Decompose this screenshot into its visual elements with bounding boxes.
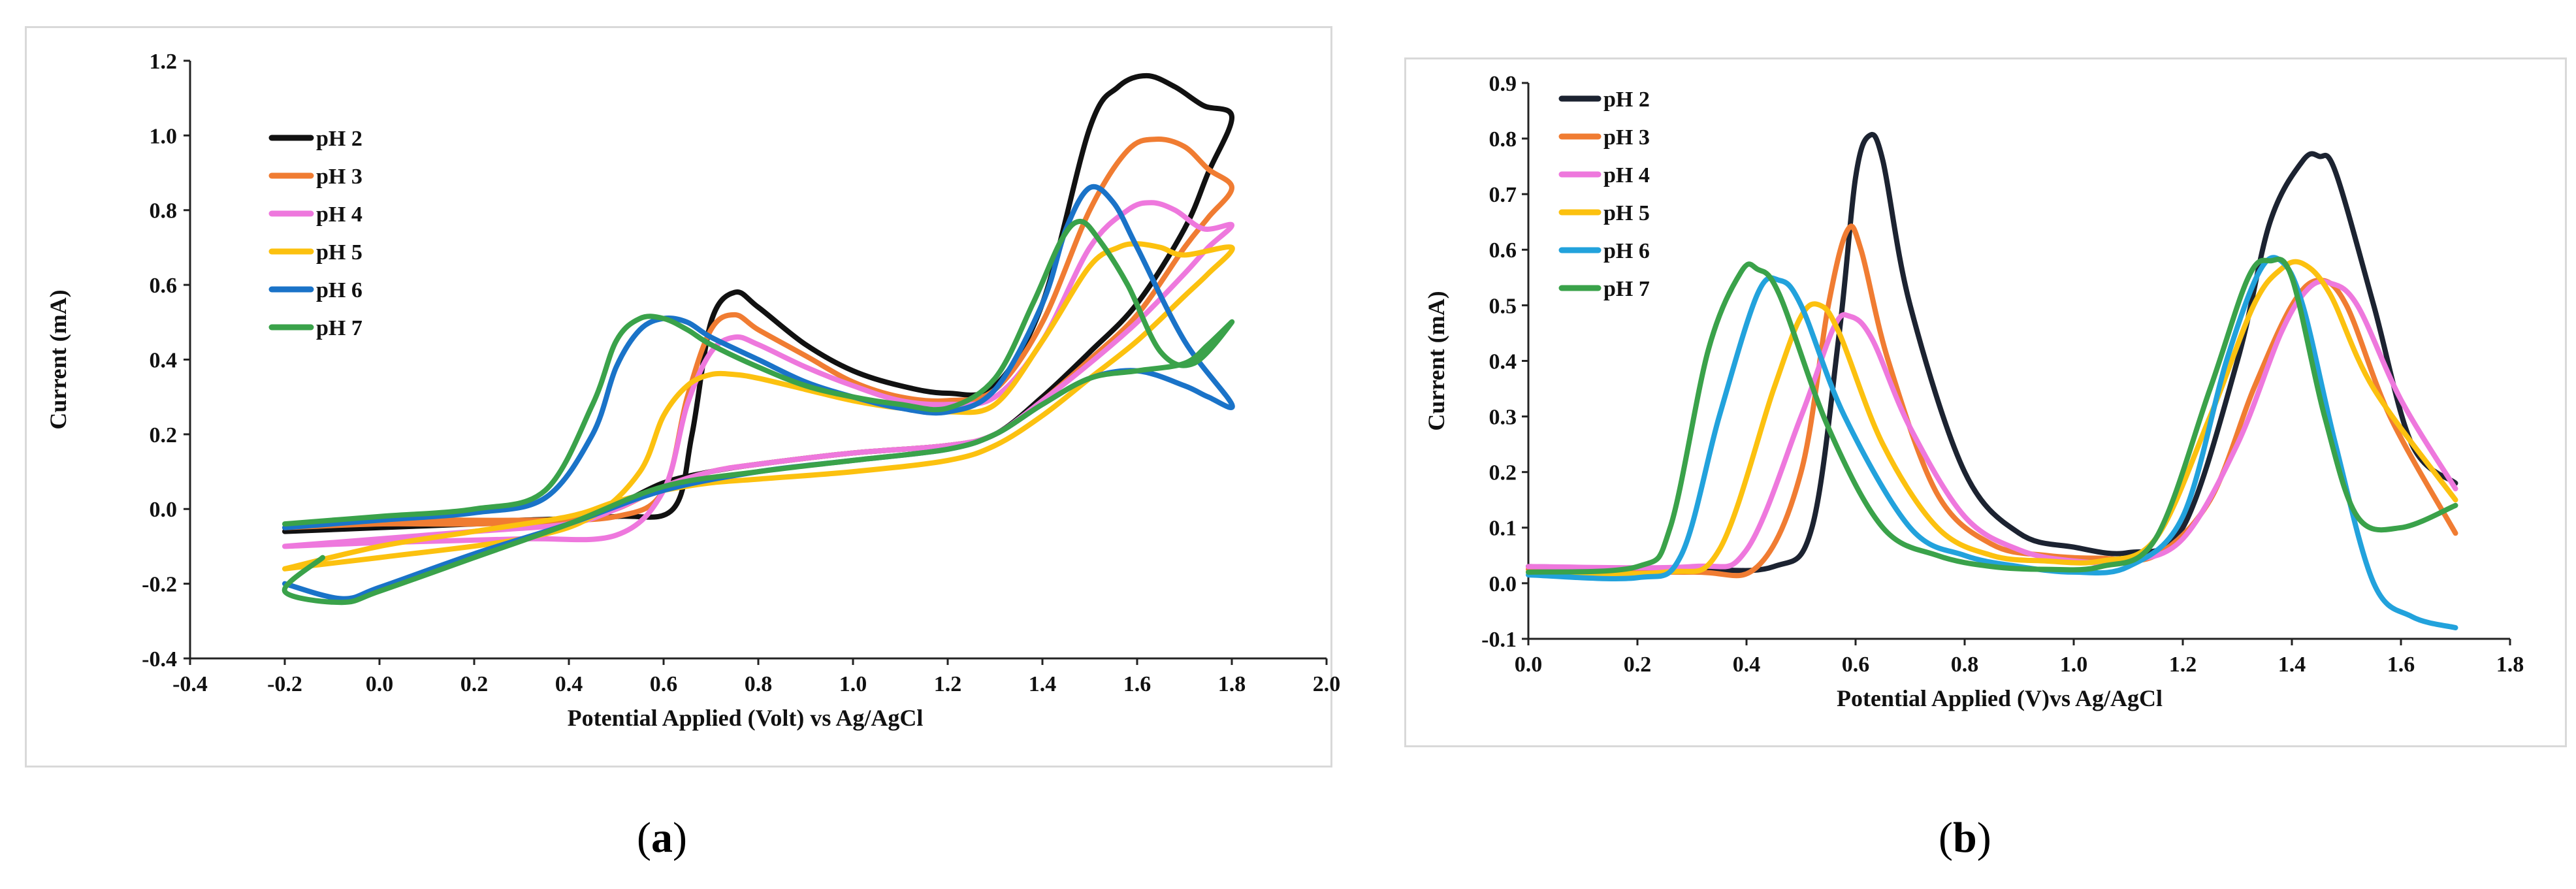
x-axis-label: Potential Applied (V)vs Ag/AgCl [1837, 685, 2163, 711]
legend-label: pH 2 [1603, 88, 1650, 112]
y-tick-label: 0.5 [1489, 294, 1517, 318]
y-tick-label: 0.8 [1489, 127, 1517, 152]
y-axis-label: Current (mA) [1423, 291, 1449, 430]
chart-panel-a: -0.4 -0.2 0.0 0.2 0.4 0.6 0.8 1.0 1.2 -0.4 -0.2 0.0… [25, 26, 1340, 768]
y-axis-label: Current (mA) [45, 289, 71, 429]
x-tick-label: 1.0 [839, 672, 867, 696]
x-tick-label: 1.6 [1123, 672, 1151, 696]
x-tick-label: 0.0 [1515, 653, 1543, 677]
legend-label: pH 6 [1603, 239, 1650, 263]
x-tick-label: 0.4 [555, 672, 583, 696]
y-tick-label: 0.2 [1489, 461, 1517, 485]
y-tick-label: 0.8 [150, 199, 178, 223]
series-line-ph-3 [1526, 223, 2458, 579]
x-tick-label: 0.0 [366, 672, 394, 696]
legend-label: pH 5 [316, 240, 362, 265]
series-line-ph-4 [1526, 278, 2458, 571]
legend-label: pH 2 [316, 127, 362, 151]
x-tick-label: 1.2 [934, 672, 962, 696]
legend-label: pH 3 [1603, 125, 1650, 150]
legend-label: pH 7 [1603, 277, 1650, 301]
caption-a: (a) [637, 814, 687, 862]
series-line-ph-5 [1526, 259, 2458, 577]
x-tick-label: 1.6 [2387, 653, 2415, 677]
y-tick-label: 0.6 [1489, 238, 1517, 263]
series-line-ph-2 [1526, 132, 2458, 574]
x-tick-label: 2.0 [1313, 672, 1341, 696]
y-tick-label: 0.4 [1489, 349, 1517, 374]
x-tick-label: 1.0 [2060, 653, 2088, 677]
y-tick-label: -0.1 [1481, 628, 1517, 652]
x-tick-label: 1.8 [2496, 653, 2524, 677]
legend-label: pH 6 [316, 278, 362, 302]
legend-label: pH 3 [316, 165, 362, 189]
legend-label: pH 5 [1603, 201, 1650, 225]
y-tick-label: 0.7 [1489, 183, 1517, 207]
x-axis-label: Potential Applied (Volt) vs Ag/AgCl [568, 705, 924, 731]
x-tick-label: 0.6 [650, 672, 678, 696]
y-tick-label: 0.1 [1489, 517, 1517, 541]
y-tick-label: -0.4 [142, 647, 177, 671]
series-line-ph-6 [1526, 255, 2458, 630]
x-tick-label: -0.2 [267, 672, 302, 696]
x-tick-label: 1.4 [2278, 653, 2306, 677]
legend-label: pH 7 [316, 316, 362, 340]
x-tick-label: 0.8 [745, 672, 773, 696]
x-tick-label: 0.4 [1733, 653, 1761, 677]
y-tick-label: 1.2 [150, 50, 178, 74]
x-tick-label: 1.2 [2169, 653, 2197, 677]
chart-panel-b: -0.1 0.0 0.1 0.2 0.3 0.4 0.5 0.6 0.7 0.8 0.9 0.0 0.2… [1404, 57, 2567, 747]
y-tick-label: 0.9 [1489, 72, 1517, 96]
y-tick-label: -0.2 [142, 573, 177, 597]
series-line-ph-4 [282, 200, 1234, 549]
series-line-ph-7 [282, 218, 1235, 606]
x-tick-label: 0.2 [460, 672, 489, 696]
chart-a-svg: -0.4 -0.2 0.0 0.2 0.4 0.6 0.8 1.0 1.2 -0.4 -0.2 0.0… [45, 50, 1340, 731]
legend-label: pH 4 [316, 202, 362, 227]
x-tick-label: 0.6 [1842, 653, 1870, 677]
y-tick-label: 0.0 [1489, 572, 1517, 596]
x-tick-label: 1.8 [1218, 672, 1246, 696]
x-tick-label: 1.4 [1029, 672, 1057, 696]
x-tick-label: 0.2 [1624, 653, 1652, 677]
y-tick-label: 1.0 [150, 124, 178, 148]
y-tick-label: 0.4 [150, 348, 178, 372]
legend-label: pH 4 [1603, 163, 1650, 187]
y-tick-label: 0.6 [150, 274, 178, 298]
x-tick-label: 0.8 [1951, 653, 1979, 677]
y-tick-label: 0.2 [150, 423, 178, 447]
series-line-ph-7 [1526, 256, 2458, 575]
caption-b: (b) [1939, 814, 1991, 862]
y-tick-label: 0.0 [150, 498, 178, 522]
y-tick-label: 0.3 [1489, 406, 1517, 430]
chart-b-svg: -0.10.00.10.20.30.40.50.60.70.80.90.0 0.2… [1423, 72, 2524, 711]
x-tick-label: -0.4 [172, 672, 208, 696]
